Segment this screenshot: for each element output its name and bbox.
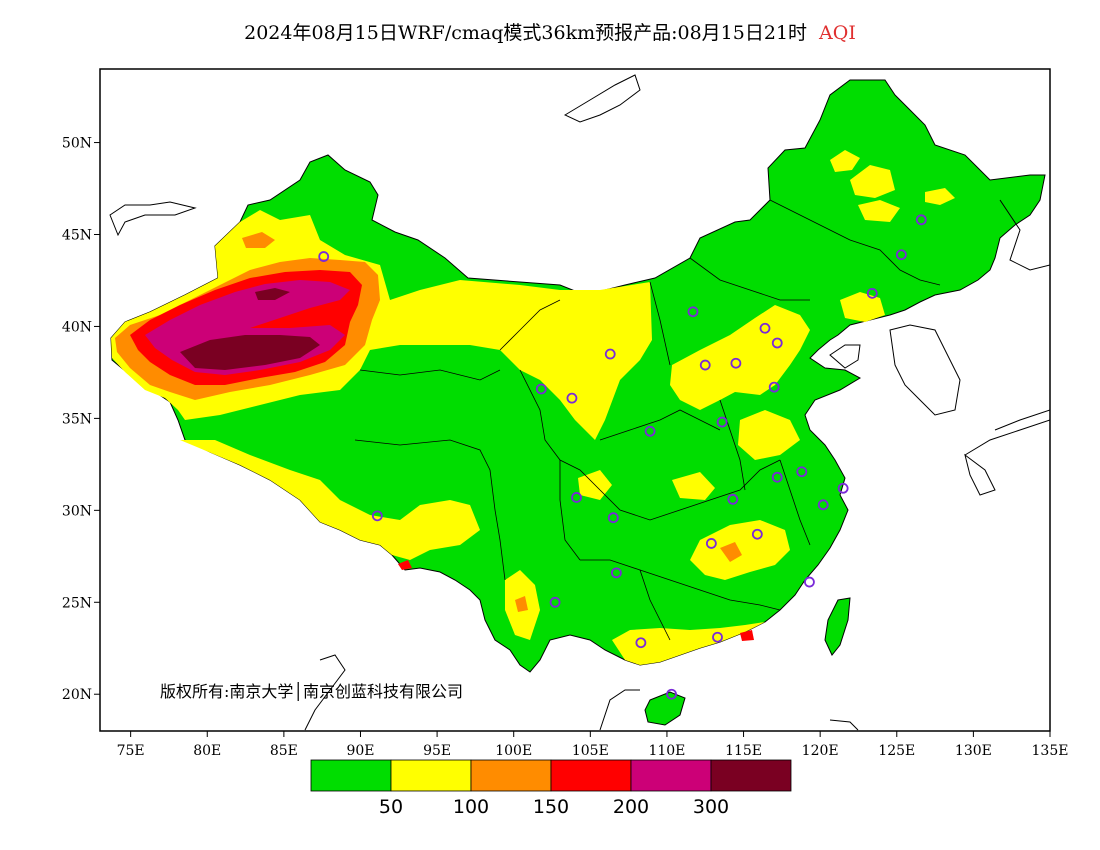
title-text: 2024年08月15日WRF/cmaq模式36km预报产品:08月15日21时 [244, 22, 808, 44]
legend-swatch [310, 759, 392, 792]
aqi-band-yellow [670, 305, 810, 410]
legend-label: 300 [693, 796, 729, 818]
station-marker [804, 576, 815, 588]
station-marker [716, 416, 728, 428]
aqi-band-yellow [858, 200, 900, 222]
aqi-band-darkred [255, 288, 290, 300]
station-marker [607, 512, 619, 524]
taiwan-island [824, 597, 851, 656]
legend-label: 200 [613, 796, 649, 818]
aqi-band-yellow [612, 622, 765, 665]
station-marker [730, 357, 742, 369]
lon-tick-label: 120E [802, 743, 839, 759]
lon-tick-label: 75E [117, 743, 145, 759]
station-marker [768, 381, 780, 393]
station-marker [837, 482, 849, 494]
latitude-axis: 50N 45N 40N 35N 30N 25N 20N [62, 136, 100, 703]
legend-swatch [550, 759, 632, 792]
station-marker [318, 251, 330, 262]
lon-tick-label: 95E [423, 743, 451, 759]
legend-label: 50 [379, 796, 403, 818]
lon-tick-label: 125E [878, 743, 915, 759]
map-title: 2024年08月15日WRF/cmaq模式36km预报产品:08月15日21时 A… [0, 18, 1100, 45]
station-marker [727, 493, 739, 505]
aqi-band-yellow [925, 188, 955, 205]
lon-tick-label: 115E [725, 743, 762, 759]
station-marker [751, 528, 763, 540]
lat-tick-label: 20N [62, 687, 92, 703]
aqi-band-darkred [180, 335, 320, 370]
lat-tick-label: 35N [62, 411, 92, 427]
station-marker [644, 425, 656, 437]
copyright-text: 版权所有:南京大学│南京创蓝科技有限公司 [160, 681, 463, 701]
aqi-band-red [398, 560, 412, 570]
station-marker [915, 214, 927, 226]
aqi-band-yellow [180, 440, 480, 560]
station-marker [571, 492, 582, 503]
lat-tick-label: 40N [62, 319, 92, 335]
aqi-band-orange [720, 542, 742, 562]
lat-tick-label: 25N [62, 595, 92, 611]
station-marker [610, 567, 622, 579]
aqi-band-orange [242, 232, 275, 248]
aqi-legend: 50 100 150 200 300 [310, 759, 792, 818]
legend-swatch [630, 759, 712, 792]
aqi-band-yellow [738, 410, 800, 460]
province-boundaries [354, 199, 941, 641]
legend-swatch [390, 759, 472, 792]
station-marker [866, 287, 878, 299]
aqi-band-yellow [840, 292, 885, 322]
lon-tick-label: 135E [1032, 743, 1069, 759]
aqi-band-yellow [672, 472, 715, 500]
station-marker [549, 596, 561, 608]
lon-tick-label: 90E [346, 743, 374, 759]
aqi-band-yellow [830, 150, 860, 172]
station-marker [566, 392, 578, 404]
aqi-band-yellow [690, 520, 790, 580]
lon-tick-label: 110E [648, 743, 685, 759]
neighbor-coastlines [109, 74, 1050, 731]
lon-tick-label: 85E [270, 743, 298, 759]
station-marker [705, 538, 717, 549]
map-layers [109, 74, 1050, 731]
lat-tick-label: 30N [62, 503, 92, 519]
title-variable: AQI [819, 22, 856, 44]
aqi-band-red [740, 630, 754, 641]
lat-tick-label: 50N [62, 136, 92, 152]
longitude-axis: 75E 80E 85E 90E 95E 100E 105E 110E 115E 120E 125E 1… [117, 731, 1069, 759]
legend-label: 150 [533, 796, 569, 818]
station-marker [666, 688, 677, 700]
station-marker [699, 359, 711, 371]
station-marker [895, 249, 907, 261]
station-marker [371, 510, 383, 522]
station-marker [535, 383, 547, 395]
station-marker [712, 631, 723, 643]
lon-tick-label: 100E [495, 743, 532, 759]
lon-tick-label: 130E [955, 743, 992, 759]
station-marker [604, 348, 616, 360]
station-marker [796, 466, 808, 478]
station-marker [687, 306, 699, 318]
lon-tick-label: 80E [193, 743, 221, 759]
legend-swatch [710, 759, 792, 792]
monitoring-stations [318, 214, 927, 700]
station-marker [817, 499, 829, 511]
legend-swatch [470, 759, 552, 792]
station-marker [759, 322, 771, 334]
aqi-band-orange [515, 596, 528, 612]
aqi-band-yellow [850, 165, 895, 198]
station-marker [771, 471, 783, 483]
plot-frame [99, 68, 1051, 732]
lat-tick-label: 45N [62, 228, 92, 244]
station-marker [771, 337, 783, 349]
hainan-island [644, 691, 686, 726]
lon-tick-label: 105E [572, 743, 609, 759]
legend-label: 100 [453, 796, 489, 818]
station-marker [635, 637, 647, 649]
